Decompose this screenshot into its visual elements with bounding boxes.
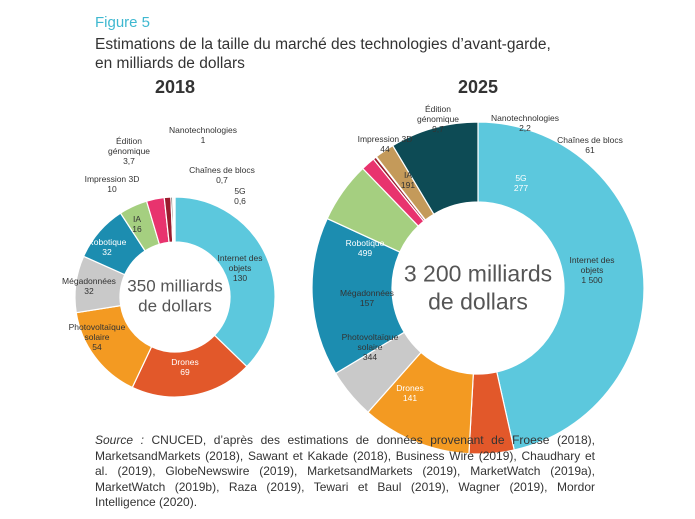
value-label: 2,2 [519,123,531,133]
data-label: Édition génomique 3,7 [98,136,160,166]
data-label: Drones 141 [396,383,423,403]
category-label: 5G [234,186,246,196]
category-label: Impression 3D [357,134,413,144]
category-label: 5G [515,173,527,183]
data-label: Nanotechnologies 2,2 [491,113,559,133]
center-label-line: de dollars [138,297,212,316]
category-label: Photovoltaïque solaire [341,332,399,352]
data-label: Impression 3D 10 [85,174,140,194]
data-label: Mégadonnées 32 [62,276,116,296]
data-label: Internet des objets 1 500 [561,255,623,285]
data-label: Édition génomique 9,7 [407,104,469,134]
data-label: IA 16 [132,214,141,234]
data-label: Nanotechnologies 1 [169,125,237,145]
data-label: Impression 3D 44 [358,134,413,154]
center-label: 3 200 milliards de dollars [404,260,552,315]
category-label: Internet des objets [217,253,263,273]
data-label: Drones 69 [171,357,198,377]
center-label: 350 milliards de dollars [127,277,222,318]
center-label-line: 3 200 milliards [403,260,553,287]
chart-title: 2018 [155,77,195,97]
value-label: 277 [513,183,529,193]
chart-title: 2025 [458,77,498,97]
value-label: 69 [180,367,190,377]
value-label: 1 500 [581,275,603,285]
category-label: Chaînes de blocs [189,165,255,175]
data-label: Photovoltaïque solaire 344 [339,332,401,362]
data-label: 5G 277 [514,173,528,193]
value-label: 32 [102,247,112,257]
category-label: Drones [396,383,424,393]
data-label: Photovoltaïque solaire 54 [66,322,128,352]
center-label-line: 350 milliards [127,276,223,296]
data-label: Mégadonnées 157 [340,288,394,308]
value-label: 44 [380,144,390,154]
category-label: Chaînes de blocs [557,135,623,145]
category-label: Robotique [87,237,127,247]
value-label: 10 [107,184,117,194]
value-label: 32 [84,286,94,296]
data-label: Robotique 32 [88,237,127,257]
value-label: 54 [92,342,102,352]
category-label: Internet des objets [569,255,615,275]
category-label: Nanotechnologies [168,125,238,135]
value-label: 499 [357,248,373,258]
title-line: en milliards de dollars [95,55,245,72]
data-label: Internet des objets 130 [209,253,271,283]
category-label: Photovoltaïque solaire [68,322,126,342]
source-note: Source : CNUCED, d’après des estimations… [95,433,595,511]
center-label-line: de dollars [428,288,528,314]
category-label: IA [403,170,413,180]
figure-label: Figure 5 [95,14,151,31]
value-label: 141 [402,393,418,403]
value-label: 1 [200,135,206,145]
value-label: 191 [400,180,416,190]
category-label: Mégadonnées [340,288,394,298]
category-label: Mégadonnées [62,276,116,286]
value-label: 0,7 [216,175,228,185]
value-label: 130 [232,273,248,283]
donut-slice [311,217,406,375]
donut-slice [391,121,479,216]
data-label: Chaînes de blocs 0,7 [189,165,255,185]
value-label: 61 [585,145,595,155]
donut-slice [173,196,176,243]
title-line: Estimations de la taille du marché des t… [95,36,551,53]
category-label: Nanotechnologies [490,113,560,123]
source-text: CNUCED, d’après des estimations de donné… [95,433,595,509]
value-label: 0,6 [234,196,246,206]
data-label: 5G 0,6 [234,186,246,206]
donut-slice [477,121,645,451]
data-label: IA 191 [401,170,415,190]
value-label: 344 [362,352,378,362]
category-label: Robotique [345,238,385,248]
data-label: Robotique 499 [346,238,385,258]
value-label: 157 [359,298,375,308]
value-label: 9,7 [432,124,444,134]
value-label: 3,7 [123,156,135,166]
source-label: Source : [95,433,144,447]
data-label: Chaînes de blocs 61 [557,135,623,155]
title: Estimations de la taille du marché des t… [95,35,551,73]
value-label: 16 [132,224,142,234]
category-label: Impression 3D [84,174,140,184]
donut-slice [174,196,276,368]
category-label: Édition génomique [416,104,460,124]
category-label: IA [132,214,142,224]
category-label: Édition génomique [107,136,151,156]
category-label: Drones [171,357,199,367]
